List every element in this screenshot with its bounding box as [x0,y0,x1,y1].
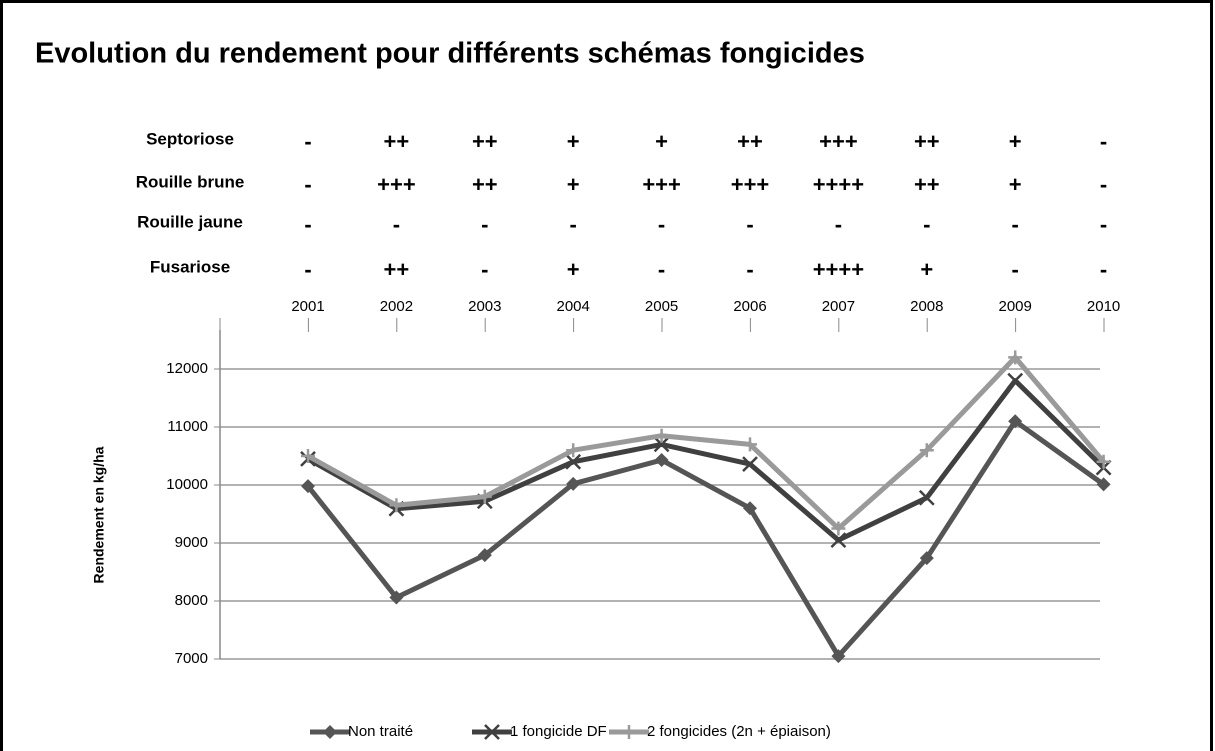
disease-level: ++++ [813,257,864,282]
x-tick-label: 2008 [910,298,943,315]
y-tick-label: 9000 [175,534,208,551]
point-marker [919,443,934,458]
x-tick-label: 2003 [468,298,501,315]
point-marker [477,548,492,563]
chart-title: Evolution du rendement pour différents s… [35,38,865,70]
disease-level: +++ [377,172,416,197]
point-marker [743,437,757,452]
disease-level: + [1009,172,1022,197]
disease-level: - [746,212,753,237]
point-marker [743,501,757,516]
disease-label: Rouille brune [136,172,245,191]
disease-level: ++ [472,172,498,197]
legend-label: 2 fongicides (2n + épiaison) [647,723,831,740]
point-marker [830,532,847,548]
disease-level: - [1012,212,1019,237]
x-tick-label: 2005 [645,298,678,315]
disease-level: + [1009,129,1022,154]
point-marker [1096,477,1111,492]
disease-level: - [746,257,753,282]
series-line [306,378,1106,543]
disease-label: Rouille jaune [137,212,243,231]
disease-level: - [1100,172,1107,197]
series-line [306,418,1106,659]
point-marker [565,453,582,470]
disease-level: +++ [642,172,681,197]
x-tick-label: 2009 [999,298,1032,315]
point-marker [389,590,404,605]
y-axis-label: Rendement en kg/ha [91,446,107,583]
legend-label: Non traité [348,723,413,740]
disease-level: ++++ [813,172,864,197]
disease-level: - [1100,257,1107,282]
disease-label: Septoriose [146,129,234,148]
point-marker [742,456,758,473]
point-marker [389,498,404,513]
point-marker [654,453,669,468]
disease-level: - [304,212,311,237]
disease-level: - [658,257,665,282]
point-marker [566,476,581,491]
y-tick-label: 8000 [175,592,208,609]
disease-level: ++ [914,129,940,154]
disease-level: + [567,172,580,197]
point-marker [1007,372,1024,389]
disease-level: - [481,257,488,282]
x-tick-label: 2002 [380,298,413,315]
disease-level: ++ [384,257,410,282]
disease-level: - [923,212,930,237]
disease-level: + [567,129,580,154]
disease-level: - [1100,212,1107,237]
point-marker [919,551,934,566]
point-marker [301,449,315,463]
disease-level: + [920,257,933,282]
legend-marker [622,725,636,739]
disease-level: - [570,212,577,237]
point-marker [654,428,669,443]
disease-level: ++ [914,172,940,197]
disease-level: +++ [819,129,858,154]
disease-label: Fusariose [150,257,230,276]
point-marker [653,436,670,453]
disease-level: - [393,212,400,237]
y-tick-label: 12000 [166,360,208,377]
point-marker [566,443,581,458]
y-tick-label: 11000 [167,418,208,435]
disease-level: ++ [737,129,763,154]
point-marker [831,649,846,664]
disease-level: ++ [384,129,410,154]
disease-level: +++ [731,172,770,197]
y-tick-label: 7000 [175,650,208,667]
legend-marker [323,725,337,739]
point-marker [831,521,846,536]
legend-marker [484,724,500,740]
disease-level: ++ [472,129,498,154]
legend-label: 1 fongicide DF [510,723,607,740]
disease-level: + [567,257,580,282]
point-marker [301,479,315,494]
x-tick-label: 2010 [1087,298,1120,315]
disease-level: - [658,212,665,237]
y-tick-label: 10000 [166,476,208,493]
disease-level: + [655,129,668,154]
point-marker [1008,350,1023,365]
point-marker [1008,414,1023,429]
x-tick-label: 2004 [557,298,590,315]
series-line [306,354,1106,531]
disease-level: - [1012,257,1019,282]
point-marker [918,489,935,506]
disease-level: - [304,172,311,197]
disease-level: - [481,212,488,237]
x-tick-label: 2007 [822,298,855,315]
disease-level: - [835,212,842,237]
x-tick-label: 2006 [733,298,766,315]
point-marker [1096,454,1111,469]
x-tick-label: 2001 [291,298,324,315]
disease-level: - [304,257,311,282]
disease-level: - [1100,129,1107,154]
disease-level: - [304,129,311,154]
point-marker [477,489,492,504]
